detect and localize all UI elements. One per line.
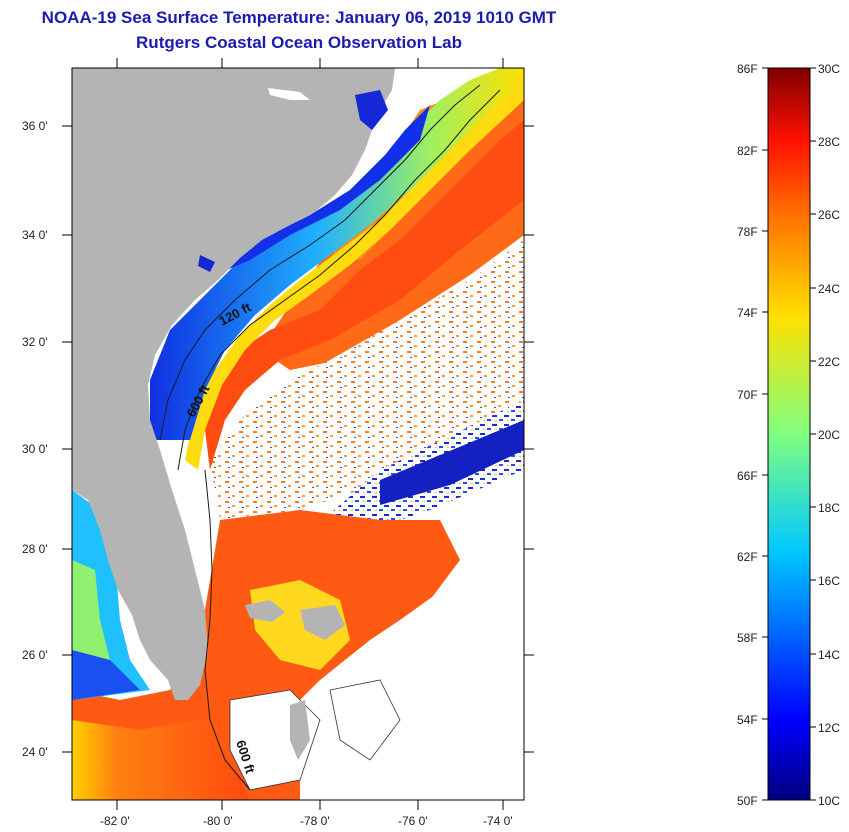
cb-c-22: 22C <box>818 355 840 369</box>
cb-f-62: 62F <box>737 550 758 564</box>
cb-c-24: 24C <box>818 282 840 296</box>
cb-c-10: 10C <box>818 794 840 808</box>
gulf-nearshore-cold <box>72 650 140 700</box>
cb-f-58: 58F <box>737 631 758 645</box>
cb-c-28: 28C <box>818 135 840 149</box>
cb-c-14: 14C <box>818 648 840 662</box>
lat-label-32: 32 0' <box>22 335 48 349</box>
shelf-front <box>185 80 524 470</box>
cb-c-12: 12C <box>818 721 840 735</box>
pamlico-sound <box>355 90 388 130</box>
axis-ticks <box>62 58 534 810</box>
colorbar-ticks <box>762 67 816 801</box>
isobath-120ft <box>159 84 481 441</box>
land-mass <box>72 68 395 700</box>
abaco-island <box>300 605 345 640</box>
map-subtitle: Rutgers Coastal Ocean Observation Lab <box>136 33 462 52</box>
bahama-bank-east <box>329 679 401 761</box>
lat-label-28: 28 0' <box>22 542 48 556</box>
map-frame <box>71 67 525 801</box>
gulf-shelf-water <box>72 560 110 670</box>
lon-label-74: -74 0' <box>483 814 513 828</box>
gulf-stream-core <box>205 120 524 470</box>
cb-f-82: 82F <box>737 144 758 158</box>
lon-label-76: -76 0' <box>398 814 428 828</box>
cold-filament <box>380 420 524 505</box>
isobath-600ft <box>177 89 501 471</box>
cb-f-50: 50F <box>737 794 758 808</box>
colorbar-scale <box>767 67 811 801</box>
lon-label-78: -78 0' <box>300 814 330 828</box>
lat-label-30: 30 0' <box>22 442 48 456</box>
cb-f-78: 78F <box>737 225 758 239</box>
lon-label-82: -82 0' <box>100 814 130 828</box>
map-image <box>72 68 524 800</box>
isobath-600ft-south <box>204 469 251 791</box>
lat-label-34: 34 0' <box>22 228 48 242</box>
little-bahama-bank <box>250 580 350 670</box>
cb-f-86: 86F <box>737 62 758 76</box>
cb-f-70: 70F <box>737 388 758 402</box>
cb-c-16: 16C <box>818 574 840 588</box>
map-title: NOAA-19 Sea Surface Temperature: January… <box>41 8 557 27</box>
cb-c-18: 18C <box>818 501 840 515</box>
keys-water <box>72 720 250 800</box>
lat-label-36: 36 0' <box>22 119 48 133</box>
cb-f-74: 74F <box>737 306 758 320</box>
cb-c-20: 20C <box>818 428 840 442</box>
cb-c-26: 26C <box>818 208 840 222</box>
lat-label-24: 24 0' <box>22 745 48 759</box>
coastal-shelf-water <box>150 68 524 440</box>
lon-label-80: -80 0' <box>203 814 233 828</box>
cb-c-30: 30C <box>818 62 840 76</box>
grand-bahama-island <box>245 600 285 622</box>
cb-f-66: 66F <box>737 469 758 483</box>
andros-island <box>290 700 310 760</box>
inland-lake <box>198 255 215 272</box>
lake-ice <box>268 88 310 100</box>
lat-label-26: 26 0' <box>22 648 48 662</box>
cb-f-54: 54F <box>737 713 758 727</box>
